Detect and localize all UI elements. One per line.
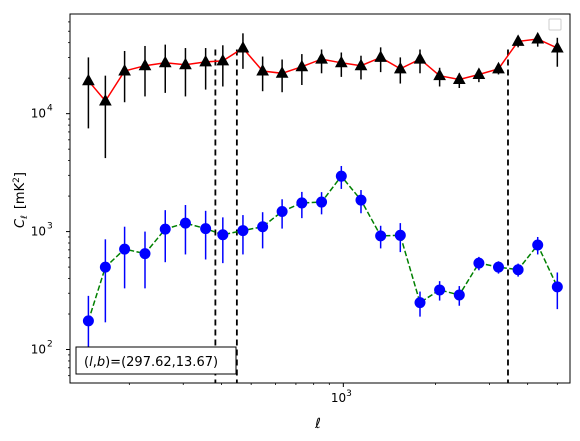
circle-marker bbox=[453, 289, 465, 301]
circle-marker bbox=[159, 223, 171, 235]
triangle-marker bbox=[550, 41, 564, 53]
triangle-marker bbox=[118, 63, 131, 76]
triangle-marker bbox=[275, 66, 289, 78]
plot-frame bbox=[69, 13, 571, 384]
circle-marker bbox=[257, 221, 269, 233]
circle-marker bbox=[532, 239, 544, 251]
circle-marker bbox=[434, 284, 446, 296]
legend-box bbox=[548, 18, 562, 31]
triangle-marker bbox=[354, 58, 368, 71]
circle-marker bbox=[296, 197, 308, 209]
y-tick-label: 10 bbox=[31, 107, 46, 121]
circle-marker bbox=[394, 229, 406, 241]
annotation-b: b bbox=[97, 355, 105, 370]
triangle-marker bbox=[256, 63, 269, 76]
triangle-marker bbox=[138, 58, 152, 71]
x-tick-exponent: 3 bbox=[346, 389, 352, 399]
triangle-marker bbox=[511, 34, 525, 46]
circle-marker bbox=[551, 281, 563, 293]
annotation-comma: , bbox=[93, 355, 97, 370]
triangle-marker bbox=[472, 67, 486, 79]
annotation-frame bbox=[75, 346, 237, 375]
circle-marker bbox=[492, 261, 504, 273]
annotation-value: )=(297.62,13.67) bbox=[105, 355, 218, 370]
circle-marker bbox=[99, 261, 111, 273]
y-axis-label-sub: ℓ bbox=[20, 215, 30, 220]
triangle-marker bbox=[158, 55, 172, 68]
annotation-prefix: ( bbox=[84, 355, 89, 370]
triangle-marker bbox=[393, 61, 407, 74]
circle-marker bbox=[335, 170, 347, 182]
series-circles bbox=[82, 165, 563, 355]
triangle-marker bbox=[452, 72, 466, 84]
data-series bbox=[82, 31, 564, 355]
y-axis-label-main: C bbox=[13, 218, 28, 228]
y-tick-label: 10 bbox=[31, 343, 46, 357]
circle-marker bbox=[355, 194, 367, 206]
circle-marker bbox=[375, 230, 387, 242]
y-axis-label: Cℓ [mK2] bbox=[12, 172, 30, 228]
circle-marker bbox=[82, 315, 94, 327]
circle-marker bbox=[179, 217, 191, 229]
circle-marker bbox=[237, 225, 249, 237]
circle-marker bbox=[473, 257, 485, 269]
y-axis-label-unit-close: ] bbox=[13, 172, 28, 177]
y-tick-base: 10 bbox=[31, 107, 46, 121]
triangle-marker bbox=[531, 31, 545, 44]
triangle-marker bbox=[179, 57, 192, 70]
triangle-marker bbox=[99, 93, 112, 106]
triangle-marker bbox=[199, 54, 212, 67]
x-tick-label: 103 bbox=[331, 389, 352, 405]
x-tick-base: 10 bbox=[331, 391, 346, 405]
circle-marker bbox=[217, 229, 229, 241]
annotation-l: l bbox=[89, 355, 93, 370]
circle-marker bbox=[512, 264, 524, 276]
y-tick-exponent: 2 bbox=[47, 340, 53, 350]
x-axis-label: ℓ bbox=[314, 416, 321, 432]
y-tick-exponent: 3 bbox=[47, 222, 53, 232]
vertical-dashed-lines bbox=[214, 49, 509, 383]
triangle-marker bbox=[374, 50, 387, 62]
triangle-marker bbox=[216, 53, 230, 66]
triangle-marker bbox=[334, 55, 348, 68]
annotation-text: (l,b)=(297.62,13.67) bbox=[84, 355, 218, 370]
y-tick-exponent: 4 bbox=[47, 104, 53, 114]
triangle-marker bbox=[82, 73, 95, 86]
y-tick-base: 10 bbox=[31, 225, 46, 239]
circle-marker bbox=[276, 206, 288, 218]
circle-marker bbox=[316, 196, 328, 208]
series-triangles bbox=[82, 31, 564, 159]
triangle-marker bbox=[315, 52, 328, 64]
y-axis-label-unit-exp: 2 bbox=[12, 177, 22, 183]
annotation-box: (l,b)=(297.62,13.67) bbox=[75, 346, 237, 375]
circle-marker bbox=[200, 223, 212, 235]
circle-marker bbox=[119, 243, 131, 255]
triangle-marker bbox=[413, 52, 427, 64]
circle-marker bbox=[414, 297, 426, 309]
y-tick-base: 10 bbox=[31, 343, 46, 357]
triangle-marker bbox=[492, 61, 505, 74]
triangle-marker bbox=[433, 68, 446, 81]
triangle-marker bbox=[236, 41, 250, 53]
triangle-marker bbox=[295, 59, 309, 72]
y-axis-label-unit: [mK bbox=[13, 182, 28, 209]
y-tick-label: 10 bbox=[31, 225, 46, 239]
circle-marker bbox=[139, 248, 151, 260]
